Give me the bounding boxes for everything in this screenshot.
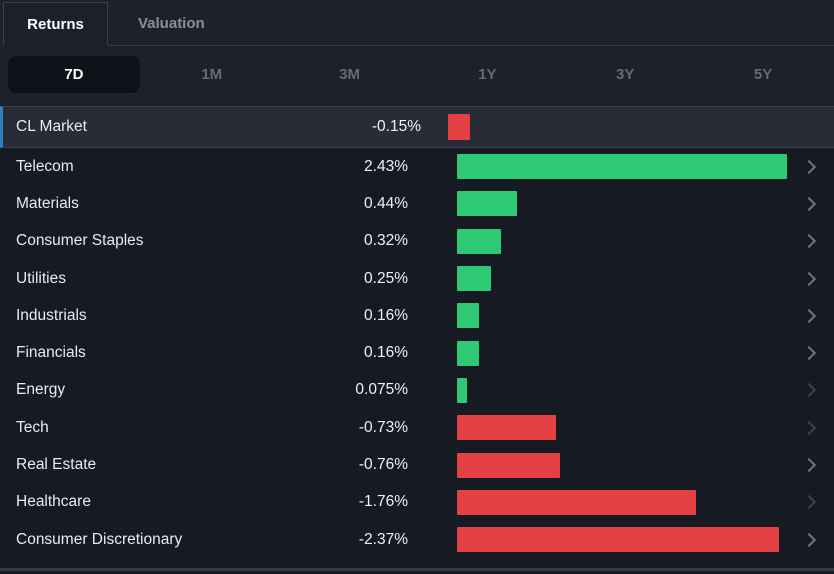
sector-return-value: -0.76%	[358, 456, 408, 474]
row-chevron-box	[790, 234, 834, 249]
sector-bar-area	[408, 228, 790, 254]
sector-bar-area	[408, 303, 790, 329]
sector-label: Financials	[16, 344, 86, 362]
sector-return-value: 2.43%	[364, 157, 408, 175]
sector-bar-area	[408, 452, 790, 478]
chevron-right-icon	[801, 159, 817, 174]
period-7d[interactable]: 7D	[8, 56, 140, 93]
sector-row[interactable]: Consumer Discretionary -2.37%	[0, 521, 834, 558]
chevron-right-icon	[801, 532, 817, 547]
tab-returns[interactable]: Returns	[3, 2, 108, 45]
period-selector: 7D 1M 3M 1Y 3Y 5Y	[0, 46, 834, 106]
sector-label: Consumer Staples	[16, 232, 144, 250]
sector-return-value: 0.25%	[364, 269, 408, 287]
sector-bar	[457, 266, 491, 292]
sector-bar	[457, 377, 467, 403]
sector-bar-area	[408, 527, 790, 553]
chevron-right-icon	[801, 271, 817, 286]
sector-return-value: -0.73%	[358, 418, 408, 436]
row-cl-market[interactable]: CL Market -0.15%	[0, 106, 834, 148]
sector-row[interactable]: Real Estate -0.76%	[0, 446, 834, 483]
sector-label: Industrials	[16, 306, 87, 324]
sector-return-value: 0.32%	[364, 232, 408, 250]
sector-label: Consumer Discretionary	[16, 530, 183, 548]
sector-bar-area	[408, 266, 790, 292]
sector-row[interactable]: Materials 0.44%	[0, 185, 834, 222]
chevron-right-icon	[801, 234, 817, 249]
sector-label: Utilities	[16, 269, 66, 287]
sector-bar	[457, 452, 560, 478]
chevron-right-icon	[801, 196, 817, 212]
sector-label: Real Estate	[16, 456, 97, 474]
sector-row[interactable]: Energy 0.075%	[0, 372, 834, 409]
sector-bar	[457, 415, 556, 441]
row-chevron-box	[790, 271, 834, 286]
chevron-right-icon	[801, 383, 817, 398]
sector-bar-area	[408, 415, 790, 441]
sector-row-list: Telecom 2.43% Materials 0.44% Consumer S…	[0, 148, 834, 558]
sector-label: Energy	[16, 381, 66, 399]
row-chevron-box	[790, 495, 834, 510]
sector-bar-area	[408, 154, 790, 180]
tab-bar: Returns Valuation	[0, 0, 834, 46]
sector-return-value: 0.075%	[355, 381, 408, 399]
row-chevron-box	[790, 346, 834, 361]
row-chevron-box	[790, 308, 834, 323]
row-chevron-box	[790, 532, 834, 547]
row-chevron-box	[790, 457, 834, 473]
sector-row[interactable]: Utilities 0.25%	[0, 260, 834, 297]
sector-row[interactable]: Healthcare -1.76%	[0, 484, 834, 521]
sector-label: Healthcare	[16, 493, 91, 511]
sector-return-value: -2.37%	[358, 530, 408, 548]
sector-bar	[457, 489, 696, 515]
sector-bar	[457, 527, 779, 553]
sector-row[interactable]: Telecom 2.43%	[0, 148, 834, 185]
sector-return-value: -1.76%	[358, 493, 408, 511]
chevron-right-icon	[801, 495, 817, 510]
benchmark-bar	[448, 114, 470, 140]
chevron-right-icon	[801, 420, 817, 435]
sector-row[interactable]: Consumer Staples 0.32%	[0, 223, 834, 260]
period-5y[interactable]: 5Y	[753, 66, 773, 83]
sector-bar-area	[408, 340, 790, 366]
sector-bar-area	[408, 191, 790, 217]
tab-bar-divider	[108, 45, 834, 46]
sector-row[interactable]: Tech -0.73%	[0, 409, 834, 446]
period-3y[interactable]: 3Y	[616, 66, 635, 83]
sector-bar-area	[408, 489, 790, 515]
period-1y[interactable]: 1Y	[478, 66, 497, 83]
benchmark-bar-area	[421, 114, 834, 140]
sector-bar	[457, 303, 479, 329]
sector-label: Telecom	[16, 157, 74, 175]
benchmark-label: CL Market	[16, 118, 87, 135]
sector-bar	[457, 191, 517, 217]
sector-return-value: 0.16%	[364, 306, 408, 324]
bottom-divider	[0, 568, 834, 571]
sector-row[interactable]: Financials 0.16%	[0, 334, 834, 371]
tab-valuation[interactable]: Valuation	[138, 14, 205, 32]
sector-label: Tech	[16, 418, 49, 436]
row-chevron-box	[790, 196, 834, 212]
sector-bar-area	[408, 377, 790, 403]
sector-return-value: 0.44%	[364, 194, 408, 212]
row-chevron-box	[790, 383, 834, 398]
chevron-right-icon	[801, 308, 817, 323]
sector-row[interactable]: Industrials 0.16%	[0, 297, 834, 334]
row-chevron-box	[790, 159, 834, 174]
sector-bar	[457, 340, 479, 366]
sector-return-value: 0.16%	[364, 344, 408, 362]
sector-label: Materials	[16, 194, 79, 212]
benchmark-value: -0.15%	[371, 118, 421, 135]
chevron-right-icon	[801, 346, 817, 361]
sector-bar	[457, 228, 501, 254]
period-3m[interactable]: 3M	[339, 66, 360, 83]
period-1m[interactable]: 1M	[201, 66, 223, 83]
sector-bar	[457, 154, 787, 180]
chevron-right-icon	[801, 457, 817, 473]
row-chevron-box	[790, 420, 834, 435]
